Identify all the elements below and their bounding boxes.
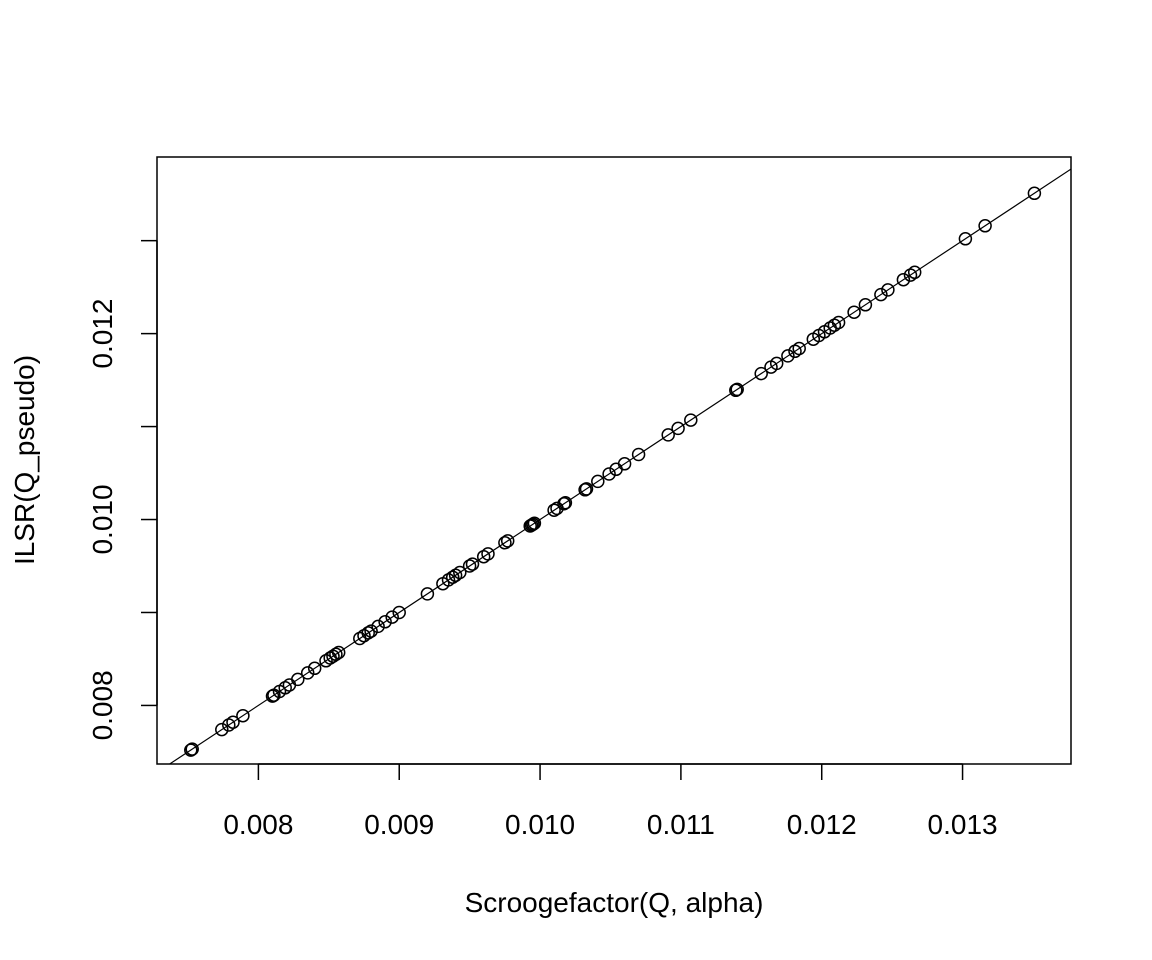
data-point (185, 742, 199, 756)
data-point (226, 715, 240, 729)
data-point (896, 272, 911, 287)
data-point (300, 666, 315, 680)
y-tick-label: 0.010 (87, 484, 118, 554)
x-tick-label: 0.010 (505, 809, 575, 840)
x-axis-title: Scroogefactor(Q, alpha) (465, 887, 764, 918)
data-point (329, 647, 343, 662)
y-tick-label: 0.008 (87, 670, 118, 740)
data-point (392, 605, 406, 620)
y-axis-title: ILSR(Q_pseudo) (9, 355, 40, 565)
data-point (445, 570, 460, 584)
data-point (291, 672, 305, 687)
data-point (481, 547, 495, 561)
data-point (364, 624, 378, 638)
x-tick-label: 0.012 (787, 809, 857, 840)
data-point (527, 516, 542, 530)
y-axis: 0.008 0.010 0.012 (87, 239, 158, 740)
plot-frame (156, 156, 1072, 765)
data-point (236, 708, 250, 723)
data-point (579, 482, 594, 496)
data-point (781, 349, 795, 363)
data-point (385, 610, 399, 624)
y-tick-label: 0.012 (87, 299, 118, 369)
data-point (874, 287, 888, 302)
data-point (617, 457, 632, 471)
data-point (881, 283, 895, 297)
reference-line (168, 168, 1071, 764)
data-point (1027, 186, 1042, 201)
data-point (215, 722, 229, 737)
data-point (184, 743, 198, 757)
data-point (378, 615, 392, 629)
data-point (371, 619, 385, 634)
data-point (684, 413, 698, 427)
data-point (631, 447, 646, 462)
data-point (847, 305, 861, 319)
data-point (792, 341, 806, 356)
data-point (498, 536, 512, 550)
data-point (602, 467, 616, 481)
points-layer (184, 186, 1042, 757)
data-point (361, 626, 375, 640)
data-point (730, 382, 744, 397)
data-point (307, 661, 322, 676)
data-point (661, 428, 675, 442)
data-point (465, 557, 480, 571)
data-point (858, 298, 873, 312)
data-point (462, 559, 477, 573)
data-point (978, 219, 992, 233)
data-point (591, 474, 605, 489)
x-tick-label: 0.011 (647, 809, 715, 840)
x-tick-label: 0.013 (928, 809, 998, 840)
data-point (420, 587, 435, 601)
data-point (958, 232, 973, 246)
data-point (547, 503, 561, 517)
x-tick-label: 0.009 (364, 809, 434, 840)
data-point (754, 366, 768, 381)
data-point (453, 565, 467, 580)
data-point (331, 645, 346, 660)
data-point (526, 517, 540, 531)
data-point (500, 534, 515, 548)
data-point (907, 265, 922, 280)
data-point (769, 356, 784, 371)
data-point (558, 496, 573, 510)
x-tick-label: 0.008 (223, 809, 293, 840)
data-point (831, 315, 846, 330)
data-point (671, 421, 685, 436)
x-axis: 0.008 0.009 0.010 0.011 0.012 0.013 (223, 763, 998, 840)
